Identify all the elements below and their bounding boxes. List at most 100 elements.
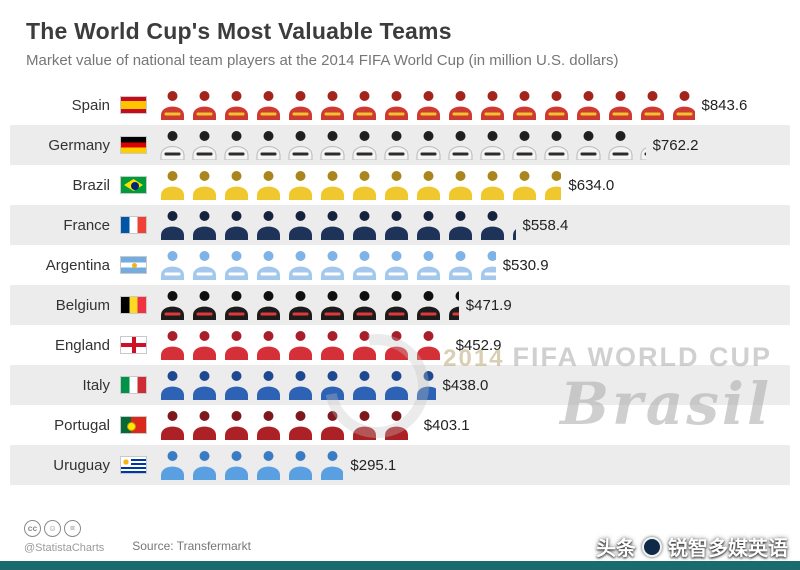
person-icon (447, 290, 459, 320)
country-flag-icon (120, 136, 147, 154)
value-label: $762.2 (652, 136, 699, 154)
page-title: The World Cup's Most Valuable Teams (26, 18, 452, 44)
person-icon (415, 330, 442, 360)
country-flag-icon (120, 376, 147, 394)
license-block: cc ☺ = @StatistaCharts (24, 520, 104, 554)
chart-row: Portugal $403.1 (10, 405, 790, 445)
value-label: $530.9 (502, 256, 549, 274)
person-icon (159, 170, 186, 200)
person-icon (255, 290, 282, 320)
country-flag-icon (120, 296, 147, 314)
person-icon (415, 250, 442, 280)
country-label: Belgium (55, 296, 110, 314)
person-icon (447, 330, 449, 360)
chart-row: Argentina $530.9 (10, 245, 790, 285)
source-label: Source: Transfermarkt (132, 539, 251, 553)
person-icon (543, 170, 561, 200)
person-icon (223, 330, 250, 360)
person-icon (255, 370, 282, 400)
partial-person-icon (447, 290, 459, 320)
person-icon (383, 210, 410, 240)
person-icon (223, 170, 250, 200)
country-label: Uruguay (53, 456, 110, 474)
person-icon (639, 130, 646, 160)
country-flag-icon (120, 336, 147, 354)
person-icon (447, 130, 474, 160)
person-icon (319, 170, 346, 200)
person-icon (479, 250, 496, 280)
person-icon (159, 130, 186, 160)
person-icon (223, 290, 250, 320)
person-icon (255, 250, 282, 280)
person-icon (671, 90, 695, 120)
person-icon (447, 210, 474, 240)
person-icon (511, 130, 538, 160)
person-icon (351, 250, 378, 280)
person-icon (447, 90, 474, 120)
person-icon (223, 130, 250, 160)
person-icon (383, 130, 410, 160)
person-icon (255, 330, 282, 360)
person-icon (607, 90, 634, 120)
player-icons (159, 370, 436, 400)
bottom-teal-bar (0, 561, 800, 570)
partial-person-icon (415, 370, 436, 400)
country-flag-icon (120, 176, 147, 194)
person-icon (383, 290, 410, 320)
person-icon (191, 170, 218, 200)
person-icon (191, 410, 218, 440)
person-icon (479, 130, 506, 160)
person-icon (351, 410, 378, 440)
person-icon (191, 90, 218, 120)
partial-person-icon (671, 90, 695, 120)
person-icon (191, 290, 218, 320)
person-icon (607, 130, 634, 160)
value-label: $558.4 (522, 216, 569, 234)
partial-person-icon (479, 250, 496, 280)
person-icon (191, 250, 218, 280)
person-icon (255, 170, 282, 200)
person-icon (415, 290, 442, 320)
player-icons (159, 210, 516, 240)
person-icon (511, 90, 538, 120)
chart-row: Uruguay $295.1 (10, 445, 790, 485)
person-icon (351, 170, 378, 200)
person-icon (415, 370, 436, 400)
person-icon (319, 370, 346, 400)
person-icon (319, 330, 346, 360)
chart-header: The World Cup's Most Valuable Teams Mark… (0, 0, 800, 73)
player-icons (159, 290, 459, 320)
partial-person-icon (543, 170, 561, 200)
player-icons (159, 90, 695, 120)
person-icon (223, 90, 250, 120)
person-icon (223, 450, 250, 480)
person-icon (351, 90, 378, 120)
country-flag-icon (120, 216, 147, 234)
person-icon (415, 170, 442, 200)
cc-license-icons: cc ☺ = (24, 520, 104, 537)
value-label: $403.1 (423, 416, 470, 434)
person-icon (511, 170, 538, 200)
country-label: Spain (71, 96, 110, 114)
person-icon (223, 370, 250, 400)
person-icon (319, 450, 343, 480)
chinese-watermark: 头条 锐智多媒英语 (596, 532, 788, 561)
person-icon (383, 90, 410, 120)
person-icon (479, 210, 506, 240)
country-label: England (54, 336, 110, 354)
person-icon (511, 210, 516, 240)
person-icon (255, 450, 282, 480)
cn-suffix: 锐智多媒英语 (668, 538, 788, 560)
player-icons (159, 330, 449, 360)
person-icon (351, 130, 378, 160)
chart-row: Brazil $634.0 (10, 165, 790, 205)
person-icon (159, 250, 186, 280)
person-icon (159, 370, 186, 400)
player-icons (159, 170, 561, 200)
person-icon (255, 410, 282, 440)
country-label: Portugal (54, 416, 110, 434)
country-label: Germany (48, 136, 110, 154)
person-icon (351, 370, 378, 400)
person-icon (223, 250, 250, 280)
